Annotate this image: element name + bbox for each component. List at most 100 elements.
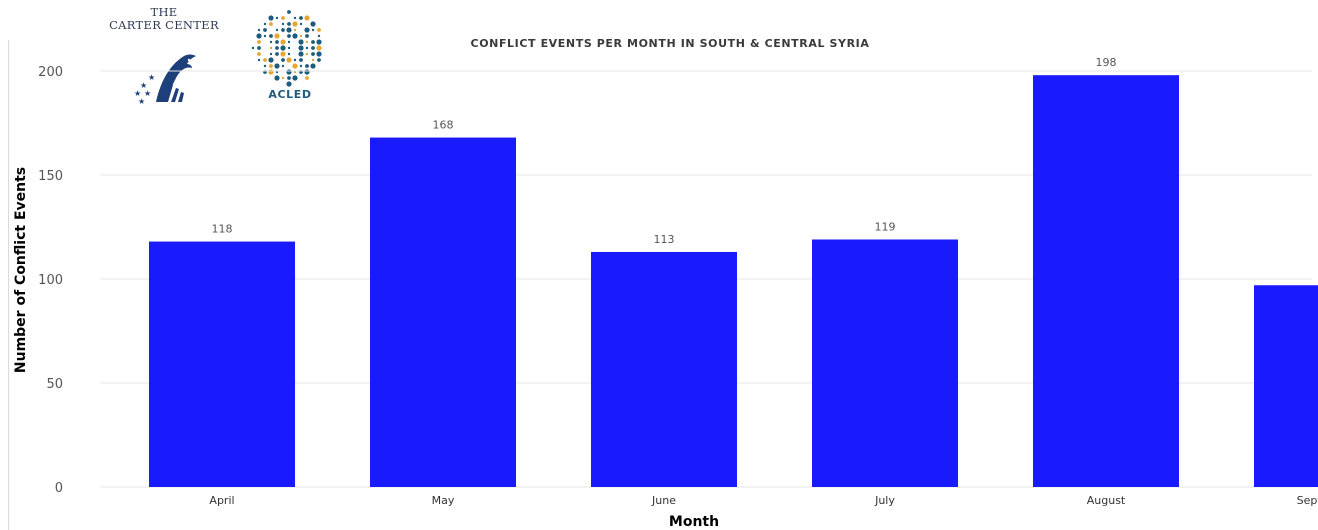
globe-dot	[311, 52, 315, 56]
globe-dot	[292, 75, 298, 81]
globe-dot	[311, 28, 315, 32]
svg-text:★: ★	[144, 89, 151, 98]
globe-dot	[305, 34, 309, 38]
data-label: 113	[654, 233, 675, 246]
globe-dot	[305, 46, 309, 50]
globe-dot	[293, 58, 297, 62]
globe-dot	[311, 40, 315, 44]
globe-dot	[286, 27, 292, 33]
data-labels: 11816811311919897	[212, 56, 1117, 246]
x-tick-label: April	[209, 494, 234, 507]
globe-dot	[299, 64, 303, 68]
globe-dot	[251, 46, 255, 50]
carter-line-2: CARTER CENTER	[109, 18, 219, 32]
globe-dot	[268, 57, 274, 63]
globe-dot	[310, 63, 316, 69]
globe-dot	[310, 21, 316, 27]
globe-dot	[280, 45, 286, 51]
acled-logo-text: ACLED	[268, 88, 312, 101]
x-axis-title: Month	[669, 514, 719, 530]
globe-dot	[287, 46, 291, 50]
globe-dot	[263, 64, 267, 68]
globe-dot	[299, 34, 303, 38]
left-border	[8, 40, 9, 530]
globe-dot	[304, 15, 310, 21]
globe-dot	[256, 33, 262, 39]
globe-dot	[316, 39, 322, 45]
globe-dot	[317, 28, 321, 32]
globe-dot	[274, 33, 280, 39]
x-tick-label: September	[1297, 494, 1318, 507]
globe-dot	[287, 76, 291, 80]
eagle-stars-icon: ★★★ ★★	[134, 54, 196, 106]
globe-dot	[281, 22, 285, 26]
y-tick-label: 200	[38, 65, 63, 80]
globe-dot	[263, 22, 267, 26]
globe-dot	[257, 28, 261, 32]
x-tick-label: May	[432, 494, 455, 507]
globe-dot	[304, 27, 310, 33]
globe-dot	[287, 34, 291, 38]
globe-dot	[305, 64, 309, 68]
bar-may	[370, 137, 516, 487]
globe-dot	[286, 81, 292, 87]
globe-dot	[305, 76, 309, 80]
globe-dot	[292, 33, 298, 39]
svg-text:★: ★	[138, 97, 145, 106]
svg-text:★: ★	[134, 89, 141, 98]
globe-dot	[257, 58, 261, 62]
globe-dot	[299, 58, 303, 62]
globe-dot	[275, 16, 279, 20]
globe-dot	[293, 28, 297, 32]
globe-dot	[274, 75, 280, 81]
bar-july	[812, 239, 958, 487]
globe-dot	[268, 15, 274, 21]
globe-dot	[257, 52, 261, 56]
y-tick-label: 100	[38, 273, 63, 288]
globe-dot	[287, 40, 291, 44]
y-axis-title: Number of Conflict Events	[13, 167, 29, 373]
y-tick-label: 50	[46, 377, 63, 392]
globe-dot	[292, 63, 298, 69]
globe-dot	[298, 51, 304, 57]
globe-dot	[286, 57, 292, 63]
globe-dot	[281, 58, 285, 62]
x-tick-label: August	[1087, 494, 1126, 507]
carter-center-logo-text: THE CARTER CENTER	[108, 6, 220, 32]
globe-dot	[257, 40, 261, 44]
svg-text:★: ★	[148, 73, 155, 82]
globe-dot	[275, 40, 279, 44]
globe-dot	[281, 16, 285, 20]
chart-title: CONFLICT EVENTS PER MONTH IN SOUTH & CEN…	[471, 37, 870, 50]
globe-dot	[305, 52, 309, 56]
globe-dot	[275, 46, 279, 50]
globe-dot	[317, 34, 321, 38]
globe-dot	[317, 58, 321, 62]
x-tick-label: July	[874, 494, 895, 507]
globe-dot	[281, 28, 285, 32]
globe-dot	[269, 22, 273, 26]
data-label: 168	[433, 119, 454, 132]
globe-dot	[292, 21, 298, 27]
globe-dot	[287, 10, 291, 14]
svg-text:★: ★	[140, 81, 147, 90]
globe-dot	[281, 76, 285, 80]
globe-dot	[263, 28, 267, 32]
globe-dot	[269, 46, 273, 50]
globe-dot	[287, 22, 291, 26]
x-axis-ticks: April May June July August September	[209, 494, 1318, 507]
globe-dot	[311, 46, 315, 50]
globe-dot	[263, 34, 267, 38]
globe-dot	[316, 51, 322, 57]
globe-dot	[293, 16, 297, 20]
globe-dot	[263, 58, 267, 62]
bar-august	[1033, 75, 1179, 487]
globe-dot	[280, 39, 286, 45]
y-axis-ticks: 0 50 100 150 200	[38, 65, 63, 496]
globe-dot	[269, 34, 273, 38]
y-tick-label: 150	[38, 169, 63, 184]
globe-dot	[275, 52, 279, 56]
bar-june	[591, 251, 737, 487]
carter-line-1: THE	[150, 5, 178, 19]
